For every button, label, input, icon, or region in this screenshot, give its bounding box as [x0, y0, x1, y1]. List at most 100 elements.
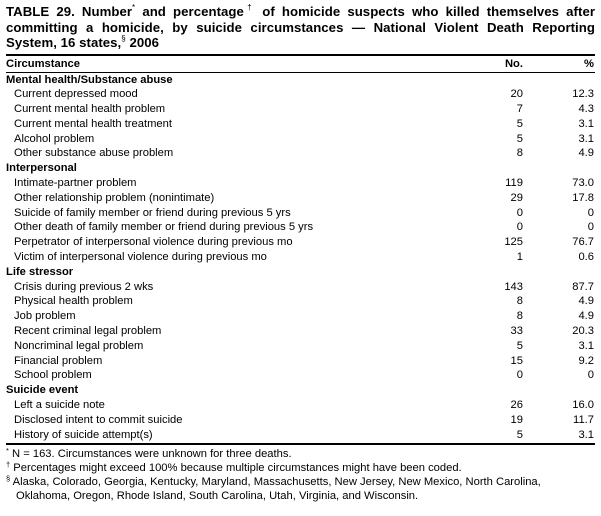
footnote: † Percentages might exceed 100% because …: [6, 461, 595, 475]
title-text: and percentage: [135, 4, 244, 19]
table-row: Other relationship problem (nonintimate)…: [6, 191, 595, 206]
cell-pct: 0: [587, 221, 594, 234]
cell-pct: 11.7: [573, 413, 594, 426]
cell-no: 1: [516, 251, 523, 264]
footnote-text: N = 163. Circumstances were unknown for …: [8, 448, 292, 461]
cell-no: 0: [516, 369, 523, 382]
cell-no: 5: [516, 132, 523, 145]
cell-circumstance: Physical health problem: [14, 295, 133, 308]
table-row: Suicide of family member or friend durin…: [6, 206, 595, 221]
cell-circumstance: Suicide of family member or friend durin…: [14, 206, 291, 219]
table-title: TABLE 29. Number* and percentage† of hom…: [6, 4, 595, 51]
cell-circumstance: Financial problem: [14, 354, 103, 367]
cell-circumstance: School problem: [14, 369, 92, 382]
cell-no: 8: [516, 147, 523, 160]
cell-pct: [523, 73, 595, 88]
cell-circumstance: Victim of interpersonal violence during …: [14, 251, 267, 264]
footnote: § Alaska, Colorado, Georgia, Kentucky, M…: [6, 475, 595, 503]
footnote-mark: §: [6, 474, 11, 484]
header-row: Circumstance No. %: [6, 56, 595, 72]
cell-circumstance: Recent criminal legal problem: [14, 325, 162, 338]
cell-no: 119: [505, 177, 523, 190]
cell-no: [443, 73, 523, 88]
footnote-mark: §: [121, 34, 126, 43]
title-text: of homicide suspects who killed themselv…: [6, 4, 596, 50]
table-row: Victim of interpersonal violence during …: [6, 250, 595, 265]
cell-pct: 0: [587, 369, 594, 382]
table-row: School problem 0 0: [6, 368, 595, 383]
cell-circumstance: Crisis during previous 2 wks: [14, 280, 154, 293]
cell-pct: 4.9: [578, 310, 594, 323]
title-text: 2006: [125, 35, 160, 50]
cell-circumstance: Noncriminal legal problem: [14, 339, 144, 352]
group-row: Life stressor: [6, 265, 595, 280]
cell-circumstance: Perpetrator of interpersonal violence du…: [14, 236, 293, 249]
top-rule: [6, 53, 595, 56]
cell-no: 8: [516, 295, 523, 308]
cell-no: 15: [510, 354, 523, 367]
cell-circumstance: Intimate-partner problem: [14, 177, 137, 190]
cell-no: 7: [516, 103, 523, 116]
table-body: Mental health/Substance abuse Current dep…: [6, 73, 595, 443]
cell-no: 29: [510, 191, 523, 204]
group-row: Mental health/Substance abuse: [6, 73, 595, 88]
cell-no: [443, 383, 523, 398]
header-circumstance: Circumstance: [6, 57, 80, 70]
header-pct: %: [584, 57, 594, 70]
table-row: History of suicide attempt(s) 5 3.1: [6, 428, 595, 443]
cell-no: 0: [516, 206, 523, 219]
cell-no: [443, 265, 523, 280]
footnote: * N = 163. Circumstances were unknown fo…: [6, 447, 595, 461]
table-row: Disclosed intent to commit suicide 19 11.7: [6, 413, 595, 428]
cell-no: 26: [510, 399, 523, 412]
cell-no: 5: [516, 339, 523, 352]
table-row: Intimate-partner problem 119 73.0: [6, 176, 595, 191]
table-row: Noncriminal legal problem 5 3.1: [6, 339, 595, 354]
table-row: Current mental health treatment 5 3.1: [6, 117, 595, 132]
footnotes: * N = 163. Circumstances were unknown fo…: [6, 447, 595, 503]
header-rule: [6, 71, 595, 73]
cell-pct: 3.1: [578, 117, 594, 130]
cell-pct: 4.9: [578, 147, 594, 160]
cell-pct: 73.0: [572, 177, 594, 190]
table-row: Job problem 8 4.9: [6, 309, 595, 324]
table-row: Crisis during previous 2 wks 143 87.7: [6, 280, 595, 295]
cell-circumstance: Disclosed intent to commit suicide: [14, 413, 183, 426]
cell-pct: 87.7: [572, 280, 594, 293]
cell-no: 143: [504, 280, 523, 293]
cell-no: 33: [510, 325, 523, 338]
cell-pct: 0.6: [578, 251, 594, 264]
footnote-mark: *: [132, 3, 136, 12]
cell-no: 5: [516, 117, 523, 130]
group-row: Interpersonal: [6, 161, 595, 176]
cell-no: 125: [504, 236, 523, 249]
footnote-text: Percentages might exceed 100% because mu…: [10, 462, 462, 475]
table-row: Other death of family member or friend d…: [6, 220, 595, 235]
cell-no: 5: [516, 428, 523, 441]
cell-circumstance: Left a suicide note: [14, 399, 105, 412]
cell-no: [443, 161, 523, 176]
cell-pct: [523, 265, 595, 280]
table-row: Left a suicide note 26 16.0: [6, 398, 595, 413]
cell-no: 8: [516, 310, 523, 323]
table-container: TABLE 29. Number* and percentage† of hom…: [6, 4, 595, 503]
group-label: Mental health/Substance abuse: [6, 73, 173, 86]
cell-pct: 4.9: [578, 295, 594, 308]
table-row: Financial problem 15 9.2: [6, 354, 595, 369]
cell-pct: 3.1: [578, 132, 594, 145]
cell-pct: 3.1: [578, 339, 594, 352]
cell-circumstance: Other relationship problem (nonintimate): [14, 191, 215, 204]
cell-circumstance: Other substance abuse problem: [14, 147, 174, 160]
table-row: Perpetrator of interpersonal violence du…: [6, 235, 595, 250]
table-row: Alcohol problem 5 3.1: [6, 132, 595, 147]
cell-pct: 12.3: [572, 88, 594, 101]
cell-circumstance: Current mental health problem: [14, 103, 166, 116]
table-row: Current depressed mood 20 12.3: [6, 87, 595, 102]
group-label: Interpersonal: [6, 162, 77, 175]
table-row: Other substance abuse problem 8 4.9: [6, 146, 595, 161]
footnote-mark: *: [6, 446, 9, 456]
cell-no: 19: [510, 413, 523, 426]
cell-pct: [523, 161, 595, 176]
cell-no: 0: [516, 221, 523, 234]
cell-no: 20: [510, 88, 523, 101]
